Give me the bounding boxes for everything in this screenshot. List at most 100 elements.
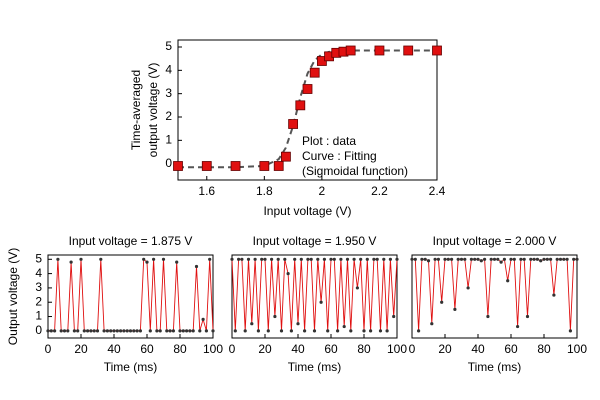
signal-point [359,257,363,261]
signal-point [443,257,447,261]
signal-point [135,329,139,333]
signal-point [59,329,63,333]
signal-point [119,329,123,333]
data-point [302,84,313,94]
signal-point [309,257,313,261]
signal-point [56,257,60,261]
signal-point [322,257,326,261]
signal-point [450,257,454,261]
y-tick-label: 3 [35,280,42,294]
y-tick-label: 3 [165,86,172,100]
data-point [288,119,299,129]
data-point [259,161,270,171]
signal-point [375,257,379,261]
signal-point [423,257,427,261]
signal-point [79,257,83,261]
signal-point [549,257,553,261]
data-point [281,151,291,162]
signal-point [148,329,152,333]
signal-point [188,329,192,333]
signal-point [194,264,199,269]
signal-point [138,329,142,333]
signal-point [82,329,86,333]
x-tick-label: 60 [324,342,338,356]
data-point [273,161,284,171]
signal-point [161,257,166,261]
plot-frame [411,254,578,339]
signal-point [326,329,330,333]
signal-point [283,257,287,261]
x-tick-label: 2 [319,184,326,198]
signal-point [171,329,175,333]
signal-point [542,257,546,261]
signal-point [506,279,510,283]
signal-point [198,329,202,333]
panel-title: Input voltage = 1.950 V [253,234,377,248]
x-tick-label: 60 [504,342,518,356]
panel: 0 20 40 60 80 100 Time (ms) Input voltage = 1.9… [229,234,408,374]
data-point [230,161,241,171]
signal-point [76,329,80,333]
signal-point [266,329,270,333]
signal-point [426,259,431,263]
signal-point [562,257,566,261]
signal-point [339,257,343,261]
signal-point [522,257,526,261]
signal-point [99,257,103,261]
signal-point [555,257,559,261]
signal-point [440,300,444,304]
x-tick-label: 80 [537,342,551,356]
x-tick-label: 60 [140,342,154,356]
x-tick-label: 2.4 [429,184,446,198]
signal-point [572,257,576,261]
signal-point [342,324,346,329]
signal-point [211,329,215,333]
x-tick-label: 40 [291,342,305,356]
y-tick-label: 4 [165,63,172,77]
x-tick-label: 0 [409,342,416,356]
x-tick-label: 40 [471,342,485,356]
x-tick-label: 0 [45,342,52,356]
signal-point [492,257,497,261]
signal-point [539,259,543,263]
signal-point [306,257,310,261]
signal-point [483,257,487,261]
signal-point [276,257,280,261]
signal-point [279,329,284,333]
signal-point [316,257,320,261]
signal-point [289,329,293,333]
x-tick-label: 1.8 [256,184,273,198]
signal-point [49,329,53,333]
signal-point [62,329,67,333]
panel-title: Input voltage = 2.000 V [433,234,557,248]
signal-point [486,314,490,319]
signal-point [382,257,386,261]
y-tick-label: 5 [165,39,172,53]
signal-point [545,257,549,261]
signal-point [286,272,290,276]
signal-point [558,257,563,261]
signal-point [430,322,434,326]
signal-point [319,300,323,304]
panel: 0 20 40 60 80 100 Time (ms) Input voltage = 2.0… [409,234,588,374]
signal-point [253,257,257,261]
signal-point [175,260,179,264]
signal-point [142,257,146,261]
y-tick-label: 4 [35,266,42,280]
x-axis-label: Time (ms) [468,360,522,374]
signal-point [395,257,399,261]
signal-point [233,329,237,333]
signal-point [92,329,96,333]
signal-point [336,329,340,333]
signal-point [303,329,307,333]
signal-point [185,329,189,333]
signal-point [476,257,480,261]
y-tick-label: 5 [35,251,42,265]
signal-point [165,329,169,333]
signal-point [362,329,366,333]
x-tick-label: 80 [173,342,187,356]
signal-line [231,258,398,331]
y-tick-label: 2 [35,294,42,308]
x-tick-label: 40 [107,342,121,356]
